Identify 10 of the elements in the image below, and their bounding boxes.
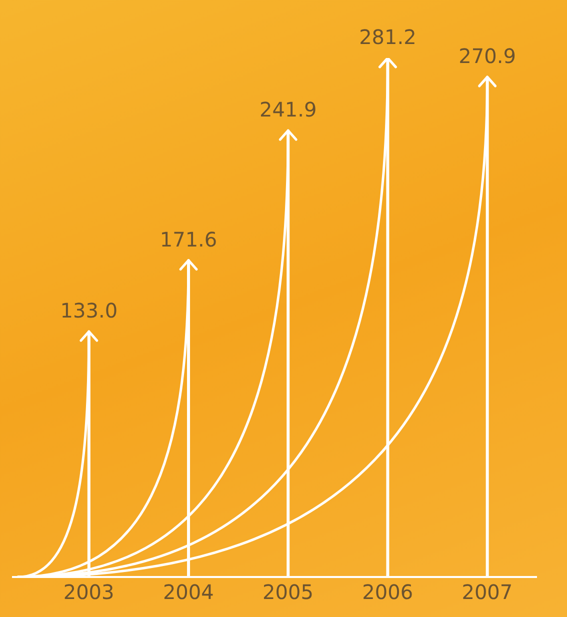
data-label: 133.0 (60, 298, 118, 323)
x-tick-label: 2004 (162, 580, 214, 604)
x-tick-label: 2006 (362, 580, 414, 604)
x-tick-label: 2005 (262, 580, 314, 604)
data-label: 270.9 (458, 44, 516, 68)
data-label: 171.6 (160, 227, 218, 252)
x-tick-label: 2007 (462, 580, 513, 604)
x-tick-label: 2003 (63, 580, 114, 604)
data-label: 281.2 (359, 25, 416, 49)
data-label: 241.9 (259, 98, 317, 122)
